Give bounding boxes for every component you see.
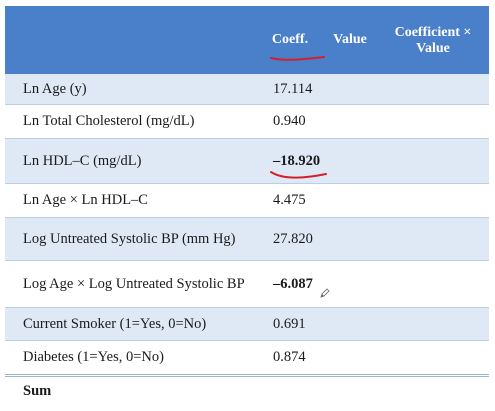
row-label: Current Smoker (1=Yes, 0=No)	[5, 308, 257, 341]
row-value	[323, 184, 377, 218]
row-coeff: 17.114	[257, 74, 323, 105]
table-row: Current Smoker (1=Yes, 0=No) 0.691	[5, 308, 489, 341]
row-coeff: 4.475	[257, 184, 323, 218]
row-coeff: 27.820	[257, 218, 323, 261]
row-label: Ln HDL–C (mg/dL)	[5, 139, 257, 184]
sum-product	[377, 376, 489, 406]
header-coeff: Coeff.	[257, 6, 323, 74]
row-product	[377, 105, 489, 139]
row-coeff: 0.940	[257, 105, 323, 139]
table-row: Ln Total Cholesterol (mg/dL) 0.940	[5, 105, 489, 139]
row-coeff: –6.087	[257, 261, 323, 308]
pencil-cursor-icon	[320, 288, 330, 298]
row-label: Ln Age (y)	[5, 74, 257, 105]
sum-label: Sum	[5, 376, 257, 406]
row-value	[323, 105, 377, 139]
row-coeff: –18.920	[257, 139, 323, 184]
row-product	[377, 341, 489, 376]
table-row: Log Untreated Systolic BP (mm Hg) 27.820	[5, 218, 489, 261]
coefficients-table-frame: Coeff. Value Coefficient × Value Ln Age …	[5, 6, 489, 411]
row-coeff: 0.691	[257, 308, 323, 341]
row-label: Diabetes (1=Yes, 0=No)	[5, 341, 257, 376]
row-product	[377, 218, 489, 261]
row-label: Ln Age × Ln HDL–C	[5, 184, 257, 218]
sum-value	[323, 376, 377, 406]
table-row: Diabetes (1=Yes, 0=No) 0.874	[5, 341, 489, 376]
row-product	[377, 308, 489, 341]
row-value	[323, 308, 377, 341]
row-label: Ln Total Cholesterol (mg/dL)	[5, 105, 257, 139]
row-product	[377, 261, 489, 308]
header-cv-line2: Value	[377, 41, 489, 57]
coefficients-table: Coeff. Value Coefficient × Value Ln Age …	[5, 6, 489, 405]
row-product	[377, 74, 489, 105]
table-row: Ln Age × Ln HDL–C 4.475	[5, 184, 489, 218]
row-product	[377, 139, 489, 184]
header-value: Value	[323, 6, 377, 74]
header-coefficient-times-value: Coefficient × Value	[377, 6, 489, 74]
row-product	[377, 184, 489, 218]
table-row: Ln Age (y) 17.114	[5, 74, 489, 105]
row-coeff: 0.874	[257, 341, 323, 376]
sum-row: Sum	[5, 376, 489, 406]
table-header-row: Coeff. Value Coefficient × Value	[5, 6, 489, 74]
row-value	[323, 74, 377, 105]
table-row: Log Age × Log Untreated Systolic BP –6.0…	[5, 261, 489, 308]
row-value	[323, 261, 377, 308]
row-label: Log Age × Log Untreated Systolic BP	[5, 261, 257, 308]
header-variable	[5, 6, 257, 74]
row-value	[323, 341, 377, 376]
table-row: Ln HDL–C (mg/dL) –18.920	[5, 139, 489, 184]
row-value	[323, 218, 377, 261]
row-value	[323, 139, 377, 184]
row-label: Log Untreated Systolic BP (mm Hg)	[5, 218, 257, 261]
sum-coeff	[257, 376, 323, 406]
header-coeff-label: Coeff.	[272, 32, 308, 47]
header-cv-line1: Coefficient ×	[377, 25, 489, 41]
